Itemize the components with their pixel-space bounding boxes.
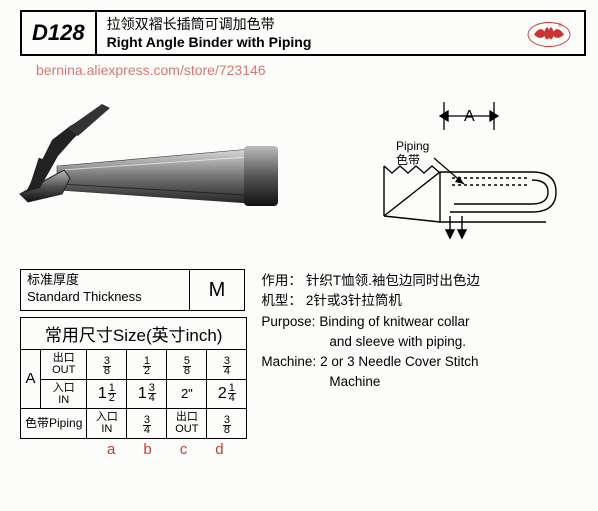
out-1: 38: [87, 350, 127, 380]
in-3: 2": [167, 379, 207, 408]
piping-en: Piping: [49, 416, 82, 430]
column-letters: a b c d: [107, 441, 247, 458]
in-1: 112: [87, 379, 127, 408]
out-4: 34: [207, 350, 247, 380]
letter-b: b: [143, 441, 151, 458]
pip-in-label: 入口 IN: [87, 408, 127, 438]
pip-in-val: 34: [127, 408, 167, 438]
purpose-en-cont: and sleeve with piping.: [329, 332, 561, 352]
out-en: OUT: [45, 364, 82, 376]
pip-out-label: 出口 OUT: [167, 408, 207, 438]
thickness-label: 标准厚度 Standard Thickness: [21, 270, 190, 310]
title-cn: 拉领双褶长插筒可调加色带: [107, 15, 504, 33]
thickness-cn: 标准厚度: [27, 272, 183, 289]
description: 作用：针织T恤领.袖包边同时出色边 机型：2针或3针拉筒机 Purpose:Bi…: [261, 271, 561, 458]
in-cn: 入口: [45, 382, 82, 394]
in-4: 214: [207, 379, 247, 408]
purpose-cn: 针织T恤领.袖包边同时出色边: [306, 271, 480, 291]
dim-letter: A: [464, 108, 475, 125]
in-en: IN: [45, 394, 82, 406]
row-a-label: A: [21, 350, 41, 409]
thickness-en: Standard Thickness: [27, 289, 183, 306]
letter-c: c: [180, 441, 188, 458]
purpose-en-label: Purpose:: [261, 312, 315, 332]
product-photo: [12, 98, 292, 238]
purpose-cn-label: 作用：: [261, 271, 302, 291]
size-table: 常用尺寸Size(英寸inch) A 出口 OUT 38 12 58 34 入口…: [20, 317, 247, 439]
lower-row: 常用尺寸Size(英寸inch) A 出口 OUT 38 12 58 34 入口…: [0, 317, 598, 458]
machine-en: 2 or 3 Needle Cover Stitch: [320, 352, 478, 372]
letter-a: a: [107, 441, 115, 458]
schematic-diagram: A Piping 色带: [322, 88, 572, 261]
machine-cn: 2针或3针拉筒机: [306, 291, 402, 311]
product-code: D128: [22, 12, 97, 54]
thickness-value: M: [190, 270, 244, 310]
title-en: Right Angle Binder with Piping: [107, 33, 504, 51]
out-cn: 出口: [45, 352, 82, 364]
bat-logo-icon: ®: [526, 18, 572, 48]
thickness-box: 标准厚度 Standard Thickness M: [20, 269, 245, 311]
brand-logo: ®: [514, 12, 584, 54]
out-3: 58: [167, 350, 207, 380]
letter-d: d: [215, 441, 223, 458]
piping-row-label: 色带Piping: [21, 408, 87, 438]
pip-out-val: 38: [207, 408, 247, 438]
machine-en-cont: Machine: [329, 372, 561, 392]
purpose-en: Binding of knitwear collar: [319, 312, 469, 332]
product-title: 拉领双褶长插筒可调加色带 Right Angle Binder with Pip…: [97, 12, 514, 54]
in-label: 入口 IN: [41, 379, 87, 408]
piping-label-en: Piping: [396, 139, 429, 153]
out-2: 12: [127, 350, 167, 380]
svg-text:®: ®: [558, 22, 562, 29]
machine-cn-label: 机型：: [261, 291, 302, 311]
piping-cn: 色带: [25, 416, 49, 430]
size-block: 常用尺寸Size(英寸inch) A 出口 OUT 38 12 58 34 入口…: [0, 317, 247, 458]
header: D128 拉领双褶长插筒可调加色带 Right Angle Binder wit…: [20, 10, 586, 56]
watermark-url: bernina.aliexpress.com/store/723146: [36, 62, 598, 78]
piping-label-cn: 色带: [396, 153, 420, 167]
middle-row: A Piping 色带: [0, 80, 598, 261]
out-label: 出口 OUT: [41, 350, 87, 380]
machine-en-label: Machine:: [261, 352, 316, 372]
size-title: 常用尺寸Size(英寸inch): [21, 318, 247, 350]
in-2: 134: [127, 379, 167, 408]
